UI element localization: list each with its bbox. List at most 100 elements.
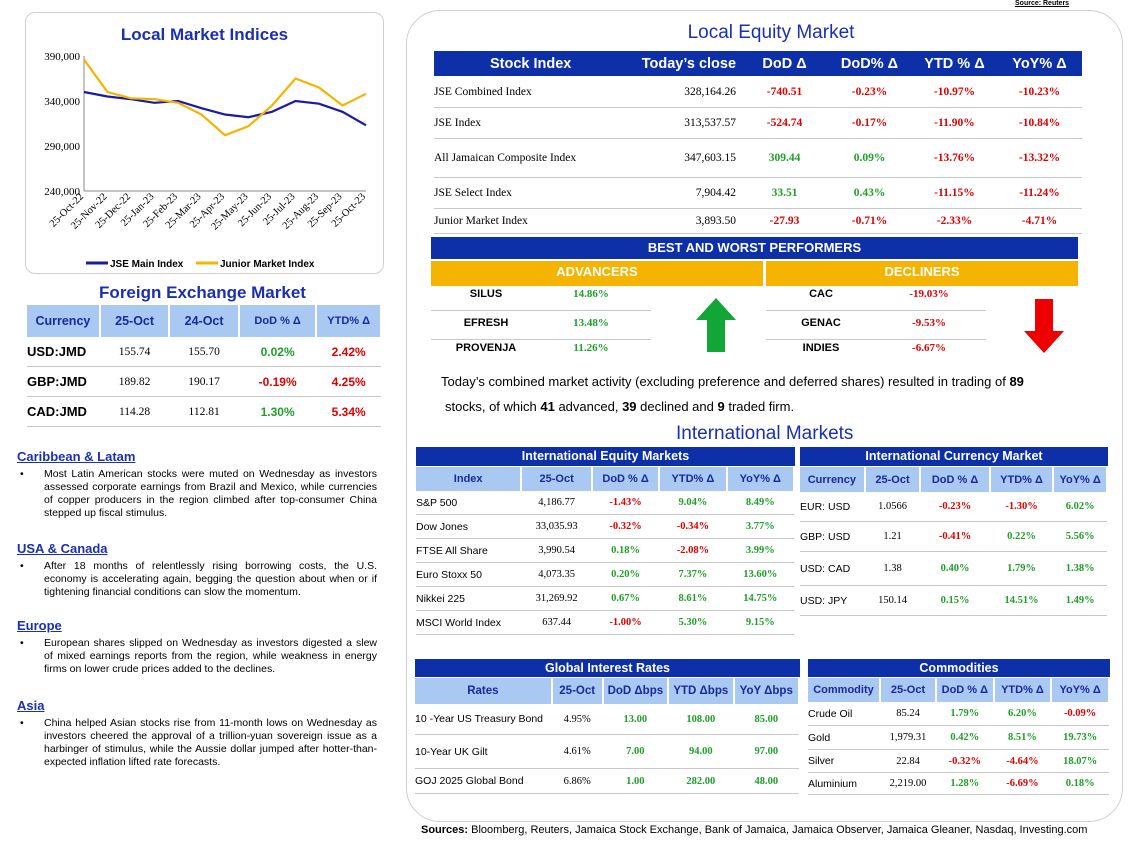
table-row: MSCI World Index 637.44 -1.00% 5.30% 9.15% xyxy=(416,610,794,635)
table-value-cell: 282.00 xyxy=(668,768,734,794)
table-header-cell: Index xyxy=(416,467,523,491)
performer-row: INDIES -6.67% xyxy=(766,342,986,364)
table-value-cell: -0.34% xyxy=(659,514,727,539)
equity-header-cell: Stock Index xyxy=(434,51,628,76)
equity-header-cell: YTD % Δ xyxy=(911,51,997,76)
fx-value-cell: 155.74 xyxy=(99,337,170,367)
table-header-cell: YoY% Δ xyxy=(1053,467,1108,492)
equity-value-cell: -13.32% xyxy=(996,138,1082,178)
table-header-cell: DoD % Δ xyxy=(591,467,661,491)
fx-header-cell: 25-Oct xyxy=(99,305,171,337)
table-header-cell: YTD Δbps xyxy=(668,678,735,704)
table-value-cell: 13.60% xyxy=(726,562,794,587)
performer-change: -9.53% xyxy=(912,317,946,329)
table-label-cell: USD: CAD xyxy=(800,551,865,586)
fx-currency-cell: CAD:JMD xyxy=(27,396,100,427)
table-row: S&P 500 4,186.77 -1.43% 9.04% 8.49% xyxy=(416,491,794,515)
equity-value-cell: 328,164.26 xyxy=(627,76,743,108)
fx-value-cell: 1.30% xyxy=(238,396,317,427)
performer-row: CAC -19.03% xyxy=(766,288,986,311)
performers-title: BEST AND WORST PERFORMERS xyxy=(431,237,1078,259)
equity-value-cell: 313,537.57 xyxy=(627,107,743,139)
table-value-cell: 22.84 xyxy=(879,749,937,773)
table-value-cell: 7.00 xyxy=(602,734,669,769)
table-value-cell: 4,073.35 xyxy=(521,562,592,587)
performer-row: EFRESH 13.48% xyxy=(431,317,651,340)
table-label-cell: Dow Jones xyxy=(416,514,522,539)
table-value-cell: 1.79% xyxy=(989,551,1054,586)
fx-row: CAD:JMD 114.28 112.81 1.30% 5.34% xyxy=(27,396,381,427)
intl-currency-table: Currency 25-Oct DoD % Δ YTD% Δ YoY% Δ EUR: US… xyxy=(800,467,1108,616)
news-paragraph: • China helped Asian stocks rise from 11-… xyxy=(17,717,377,769)
performer-change: -19.03% xyxy=(909,288,949,300)
table-value-cell: 1.49% xyxy=(1053,585,1107,616)
rates-table: Rates 25-Oct DoD Δbps YTD Δbps YoY Δbps 10 -Y… xyxy=(415,678,801,794)
equity-value-cell: 33.51 xyxy=(742,177,828,209)
equity-value-cell: -4.71% xyxy=(996,208,1082,234)
equity-name-cell: JSE Select Index xyxy=(434,177,628,209)
table-value-cell: 1.21 xyxy=(864,521,921,552)
summary-text-3: advanced, xyxy=(554,399,623,414)
table-label-cell: GOJ 2025 Global Bond xyxy=(415,768,552,794)
table-value-cell: 0.15% xyxy=(920,585,990,616)
table-row: Crude Oil 85.24 1.79% 6.20% -0.09% xyxy=(808,702,1109,726)
performer-ticker: SILUS xyxy=(469,288,503,300)
table-value-cell: 6.86% xyxy=(551,768,603,794)
performer-ticker: PROVENJA xyxy=(455,342,517,354)
table-header-cell: YTD% Δ xyxy=(989,467,1055,492)
table-value-cell: 18.07% xyxy=(1051,749,1109,773)
table-value-cell: 2,219.00 xyxy=(879,772,937,795)
equity-header-cell: DoD% Δ xyxy=(827,51,912,76)
sources-text: Bloomberg, Reuters, Jamaica Stock Exchan… xyxy=(468,824,1088,836)
table-header-cell: 25-Oct xyxy=(879,678,938,702)
equity-value-cell: 0.09% xyxy=(827,138,912,178)
equity-value-cell: -0.71% xyxy=(827,208,912,234)
table-header-cell: YoY Δbps xyxy=(733,678,801,704)
table-value-cell: 94.00 xyxy=(668,734,734,769)
table-label-cell: 10 -Year US Treasury Bond xyxy=(415,704,552,735)
table-row: GOJ 2025 Global Bond 6.86% 1.00 282.00 48.00 xyxy=(415,768,799,794)
table-label-cell: Aluminium xyxy=(808,772,880,795)
sources-footer: Sources: Bloomberg, Reuters, Jamaica Sto… xyxy=(421,824,1087,836)
legend-label: Junior Market Index xyxy=(220,259,315,270)
intl-equity-title: International Equity Markets xyxy=(416,447,795,466)
news-text: European shares slipped on Wednesday as … xyxy=(44,637,377,675)
table-row: FTSE All Share 3,990.54 0.18% -2.08% 3.99% xyxy=(416,538,794,563)
table-value-cell: 1.00 xyxy=(602,768,669,794)
fx-currency-cell: GBP:JMD xyxy=(27,366,100,397)
right-panel-frame xyxy=(406,10,1123,822)
y-tick-label: 390,000 xyxy=(44,51,80,63)
fx-value-cell: 155.70 xyxy=(169,337,239,367)
rates-title: Global Interest Rates xyxy=(415,659,800,677)
equity-value-cell: -10.97% xyxy=(911,76,997,108)
summary-advanced: 41 xyxy=(540,399,555,414)
equity-row: JSE Index 313,537.57 -524.74 -0.17% -11.90% -… xyxy=(434,107,1082,139)
equity-name-cell: All Jamaican Composite Index xyxy=(434,138,628,178)
performer-ticker: EFRESH xyxy=(463,317,509,329)
table-value-cell: 14.51% xyxy=(989,585,1054,616)
equity-value-cell: 347,603.15 xyxy=(627,138,743,178)
down-arrow-icon xyxy=(1024,299,1064,353)
equity-value-cell: -0.23% xyxy=(827,76,912,108)
table-header-cell: 25-Oct xyxy=(551,678,604,704)
fx-value-cell: -0.19% xyxy=(238,366,317,397)
summary-total: 89 xyxy=(1009,374,1024,389)
table-value-cell: 5.56% xyxy=(1053,521,1107,552)
summary-text-4: declined and xyxy=(636,399,718,414)
table-label-cell: EUR: USD xyxy=(800,492,865,522)
news-heading: USA & Canada xyxy=(17,541,108,556)
fx-value-cell: 112.81 xyxy=(169,396,239,427)
table-value-cell: 9.15% xyxy=(726,610,794,635)
news-heading: Caribbean & Latam xyxy=(17,449,136,464)
table-value-cell: 1.38% xyxy=(1053,551,1107,586)
equity-header-row: Stock Index Today’s close DoD Δ DoD% Δ YTD %… xyxy=(434,51,1082,76)
table-value-cell: 4,186.77 xyxy=(521,491,592,515)
table-value-cell: 5.30% xyxy=(659,610,727,635)
fx-value-cell: 190.17 xyxy=(169,366,239,397)
performer-row: SILUS 14.86% xyxy=(431,288,651,311)
table-header-cell: Rates xyxy=(415,678,553,704)
table-value-cell: 4.61% xyxy=(551,734,603,769)
table-value-cell: 85.00 xyxy=(733,704,799,735)
summary-text-1: Today’s combined market activity (exclud… xyxy=(441,374,1010,389)
table-value-cell: 0.20% xyxy=(591,562,660,587)
